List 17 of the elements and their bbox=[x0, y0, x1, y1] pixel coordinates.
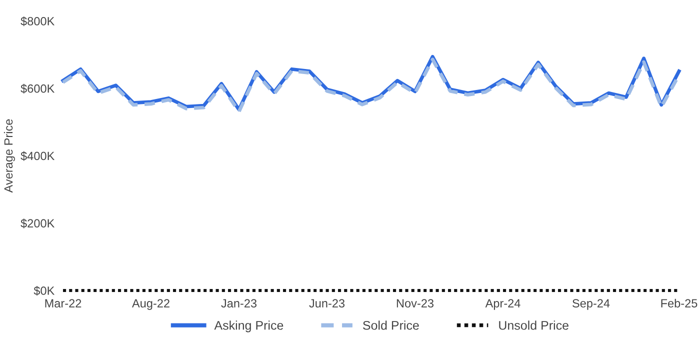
x-tick-label: Feb-25 bbox=[661, 298, 698, 308]
x-tick-label: Jun-23 bbox=[309, 299, 345, 308]
legend-label: Asking Price bbox=[214, 320, 284, 332]
y-tick-label: $200K bbox=[20, 218, 55, 228]
legend-label: Sold Price bbox=[363, 320, 419, 330]
y-tick-label: $0K bbox=[34, 286, 55, 296]
y-tick-label: $800K bbox=[20, 16, 55, 26]
x-tick-label: Nov-23 bbox=[396, 299, 434, 308]
y-axis-title: Average Price bbox=[4, 119, 15, 193]
x-tick-label: Jan-23 bbox=[221, 299, 257, 308]
x-tick-label: Apr-24 bbox=[485, 299, 520, 310]
y-tick-label: $600K bbox=[20, 84, 55, 94]
y-tick-label: $400K bbox=[20, 151, 55, 161]
legend-label: Unsold Price bbox=[499, 320, 568, 330]
x-tick-label: Sep-24 bbox=[572, 299, 610, 310]
x-tick-label: Mar-22 bbox=[45, 299, 82, 308]
x-tick-label: Aug-22 bbox=[132, 299, 170, 310]
